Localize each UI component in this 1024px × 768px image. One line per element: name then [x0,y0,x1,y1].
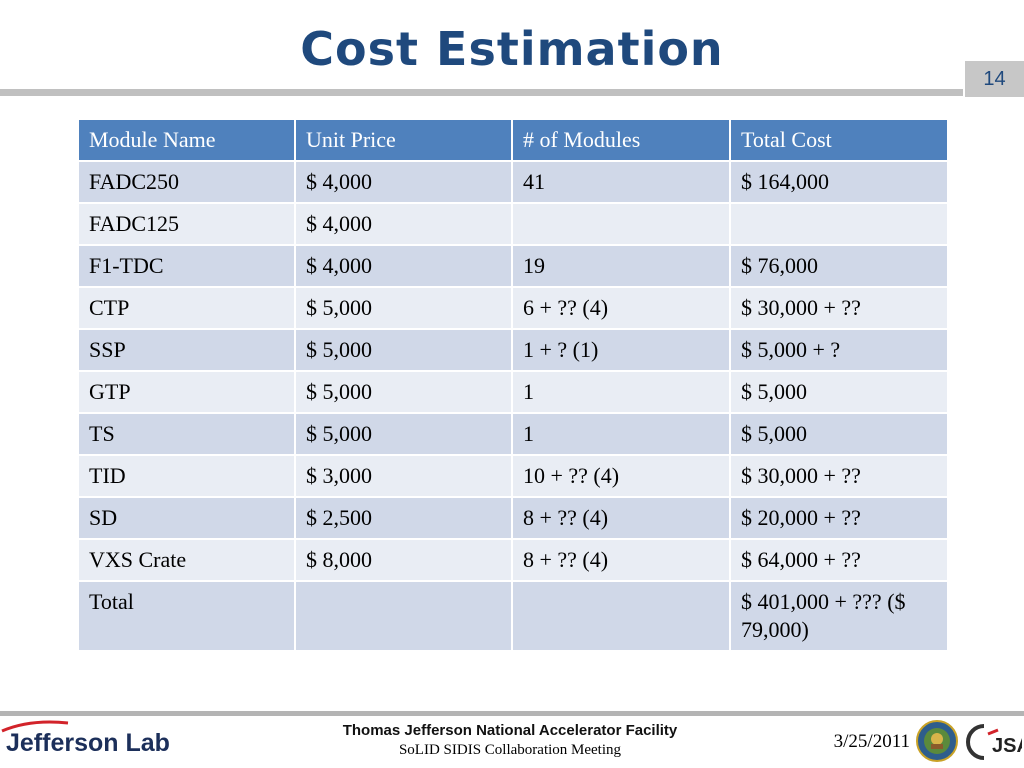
cell-module-name: TID [77,454,296,498]
header-unit-price: Unit Price [294,118,513,162]
jsa-logo-icon: JSA [966,724,1022,760]
cell-num-modules: 6 + ?? (4) [511,286,731,330]
table-row: TS $ 5,000 1 $ 5,000 [77,412,949,456]
cell-module-name: VXS Crate [77,538,296,582]
meeting-name: SoLID SIDIS Collaboration Meeting [398,742,622,758]
cell-unit-price: $ 2,500 [294,496,513,540]
table-row: SSP $ 5,000 1 + ? (1) $ 5,000 + ? [77,328,949,372]
cell-total-cost: $ 30,000 + ?? [729,454,949,498]
cell-grand-total: $ 401,000 + ??? ($ 79,000) [729,580,949,652]
table-row: CTP $ 5,000 6 + ?? (4) $ 30,000 + ?? [77,286,949,330]
cell-total-cost [729,202,949,246]
jefferson-lab-logo: Jefferson Lab [6,729,170,757]
jlab-swoosh-icon [1,720,69,733]
header-total-cost: Total Cost [729,118,949,162]
cell-num-modules: 19 [511,244,731,288]
cell-unit-price: $ 3,000 [294,454,513,498]
cell-total-cost: $ 76,000 [729,244,949,288]
table-row: GTP $ 5,000 1 $ 5,000 [77,370,949,414]
cell-unit-price: $ 5,000 [294,328,513,372]
cell-unit-price [294,580,513,652]
cell-module-name: TS [77,412,296,456]
slide-title: Cost Estimation [300,22,724,76]
table-total-row: Total $ 401,000 + ??? ($ 79,000) [77,580,949,652]
cost-table: Module Name Unit Price # of Modules Tota… [77,118,949,652]
cell-total-cost: $ 5,000 + ? [729,328,949,372]
table-row: F1-TDC $ 4,000 19 $ 76,000 [77,244,949,288]
table-row: FADC250 $ 4,000 41 $ 164,000 [77,160,949,204]
cell-unit-price: $ 5,000 [294,370,513,414]
cell-num-modules: 8 + ?? (4) [511,538,731,582]
cell-total-cost: $ 20,000 + ?? [729,496,949,540]
cell-num-modules: 8 + ?? (4) [511,496,731,540]
cell-num-modules: 1 [511,370,731,414]
cell-unit-price: $ 4,000 [294,244,513,288]
footer-divider [0,711,1024,716]
cell-num-modules: 10 + ?? (4) [511,454,731,498]
cell-module-name: CTP [77,286,296,330]
cell-module-name: SSP [77,328,296,372]
table-header-row: Module Name Unit Price # of Modules Tota… [77,118,949,162]
cell-unit-price: $ 8,000 [294,538,513,582]
cell-unit-price: $ 5,000 [294,412,513,456]
cell-total-cost: $ 64,000 + ?? [729,538,949,582]
cell-total-cost: $ 5,000 [729,370,949,414]
facility-name: Thomas Jefferson National Accelerator Fa… [342,722,678,739]
table-row: VXS Crate $ 8,000 8 + ?? (4) $ 64,000 + … [77,538,949,582]
cell-total-cost: $ 30,000 + ?? [729,286,949,330]
cell-num-modules [511,580,731,652]
cell-num-modules: 1 [511,412,731,456]
svg-text:JSA: JSA [992,735,1022,757]
cell-unit-price: $ 5,000 [294,286,513,330]
cell-num-modules: 1 + ? (1) [511,328,731,372]
cell-module-name: F1-TDC [77,244,296,288]
title-divider [0,89,963,96]
cell-num-modules [511,202,731,246]
cell-unit-price: $ 4,000 [294,202,513,246]
slide-date: 3/25/2011 [833,731,910,752]
cell-num-modules: 41 [511,160,731,204]
table-row: TID $ 3,000 10 + ?? (4) $ 30,000 + ?? [77,454,949,498]
cell-module-name: FADC125 [77,202,296,246]
page-number: 14 [965,61,1024,97]
table-row: FADC125 $ 4,000 [77,202,949,246]
doe-seal-icon [916,720,958,762]
cell-module-name: FADC250 [77,160,296,204]
cell-unit-price: $ 4,000 [294,160,513,204]
cell-total-cost: $ 164,000 [729,160,949,204]
header-module-name: Module Name [77,118,296,162]
cell-module-name: SD [77,496,296,540]
cell-module-name: GTP [77,370,296,414]
header-num-modules: # of Modules [511,118,731,162]
cell-total-cost: $ 5,000 [729,412,949,456]
table-row: SD $ 2,500 8 + ?? (4) $ 20,000 + ?? [77,496,949,540]
cell-total-label: Total [77,580,296,652]
